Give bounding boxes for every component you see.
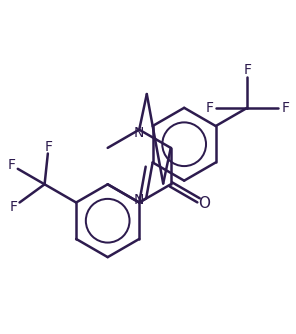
Text: N: N — [134, 126, 144, 140]
Text: F: F — [45, 140, 53, 154]
Text: F: F — [10, 200, 18, 213]
Text: O: O — [198, 196, 210, 211]
Text: F: F — [8, 158, 16, 172]
Text: F: F — [281, 101, 289, 115]
Text: N: N — [134, 193, 144, 207]
Text: F: F — [205, 101, 213, 115]
Text: F: F — [243, 63, 251, 77]
